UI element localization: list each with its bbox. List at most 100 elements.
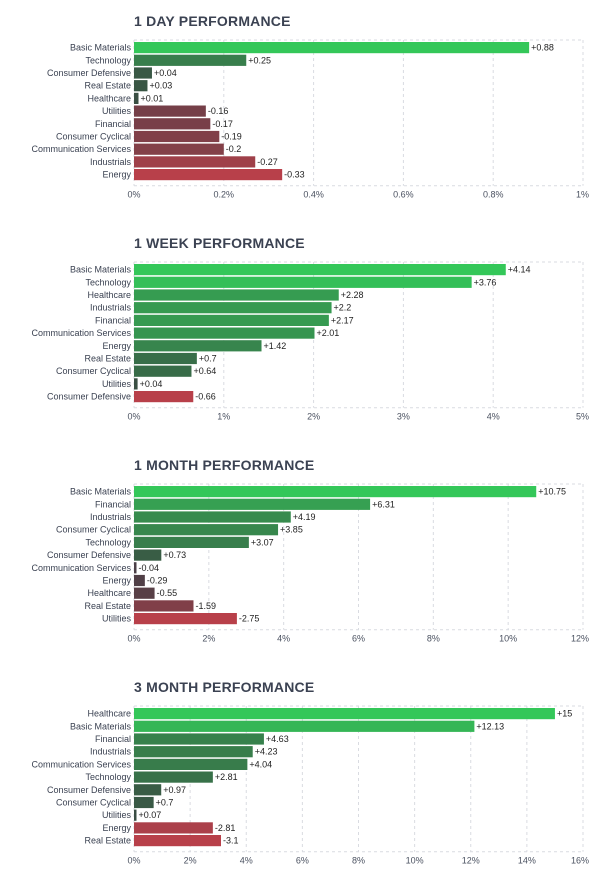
value-label: +0.7 [156, 798, 174, 808]
value-label: +12.13 [476, 721, 504, 731]
bar [134, 758, 248, 770]
value-label: +4.19 [293, 512, 316, 522]
bar [134, 809, 137, 821]
value-label: +2.81 [215, 772, 238, 782]
tick-label: 0.8% [483, 190, 504, 200]
bar [134, 289, 339, 301]
bar [134, 771, 213, 783]
tick-label: 2% [307, 412, 320, 422]
value-label: -3.1 [223, 836, 239, 846]
value-label: +0.03 [149, 81, 172, 91]
chart-panel-1-day: 1 DAY PERFORMANCE Basic Materials +0.88 Te… [0, 0, 603, 218]
bar [134, 143, 224, 155]
value-label: +0.25 [248, 55, 271, 65]
value-label: -0.19 [221, 132, 242, 142]
chart-panel-1-month: 1 MONTH PERFORMANCE Basic Materials +10.7… [0, 444, 603, 662]
bar [134, 562, 137, 574]
category-label: Consumer Defensive [47, 785, 131, 795]
value-label: +0.64 [193, 366, 216, 376]
category-label: Technology [85, 537, 131, 547]
tick-label: 4% [240, 856, 253, 866]
bar [134, 600, 194, 612]
value-label: +0.04 [154, 68, 177, 78]
category-label: Energy [102, 170, 131, 180]
category-label: Energy [102, 576, 131, 586]
bar [134, 391, 194, 403]
value-label: -0.55 [157, 588, 178, 598]
tick-label: 4% [277, 634, 290, 644]
bar [134, 613, 237, 625]
bar [134, 276, 472, 288]
category-label: Healthcare [87, 290, 131, 300]
bar [134, 314, 329, 326]
value-label: +4.63 [266, 734, 289, 744]
bar [134, 796, 154, 809]
category-label: Energy [102, 341, 131, 351]
value-label: -0.29 [147, 576, 168, 586]
category-label: Industrials [90, 157, 132, 167]
value-label: +0.01 [140, 93, 163, 103]
value-label: +6.31 [372, 499, 395, 509]
category-label: Consumer Defensive [47, 392, 131, 402]
bar [134, 587, 155, 599]
category-label: Financial [95, 315, 131, 325]
category-label: Consumer Cyclical [56, 132, 131, 142]
bar [134, 536, 249, 548]
value-label: +15 [557, 709, 572, 719]
bar-chart-1-month: Basic Materials +10.75 Financial +6.31 Indus… [31, 483, 589, 644]
value-label: -0.66 [195, 392, 216, 402]
category-label: Financial [95, 499, 131, 509]
bar-chart-1-week: Basic Materials +4.14 Technology +3.76 Healt… [31, 261, 589, 422]
bar [134, 105, 206, 117]
tick-label: 3% [397, 412, 410, 422]
category-label: Real Estate [84, 601, 131, 611]
bar [134, 118, 211, 130]
value-label: -1.59 [195, 601, 216, 611]
bar [134, 574, 145, 587]
category-label: Technology [85, 772, 131, 782]
bar [134, 54, 247, 66]
value-label: +10.75 [538, 487, 566, 497]
value-label: +0.88 [531, 43, 554, 53]
bar [134, 169, 283, 181]
category-label: Financial [95, 734, 131, 744]
category-label: Healthcare [87, 588, 131, 598]
value-label: +2.17 [331, 315, 354, 325]
bar [134, 67, 152, 79]
value-label: +4.04 [249, 759, 272, 769]
chart-panel-1-week: 1 WEEK PERFORMANCE Basic Materials +4.14 T… [0, 222, 603, 440]
category-label: Basic Materials [70, 721, 132, 731]
value-label: +0.04 [140, 379, 163, 389]
tick-label: 14% [518, 856, 536, 866]
tick-label: 0% [127, 190, 140, 200]
bar [134, 340, 262, 352]
category-label: Real Estate [84, 354, 131, 364]
bar [134, 720, 475, 732]
tick-label: 16% [571, 856, 589, 866]
bar [134, 746, 253, 758]
category-label: Basic Materials [70, 43, 132, 53]
bar [134, 302, 332, 314]
category-label: Consumer Defensive [47, 550, 131, 560]
value-label: +4.14 [508, 265, 531, 275]
tick-label: 10% [406, 856, 424, 866]
chart-title: 1 MONTH PERFORMANCE [134, 457, 315, 473]
category-label: Technology [85, 277, 131, 287]
bar [134, 130, 220, 143]
category-label: Industrials [90, 747, 132, 757]
category-label: Healthcare [87, 93, 131, 103]
bar [134, 264, 506, 276]
value-label: -0.2 [226, 144, 242, 154]
tick-label: 4% [487, 412, 500, 422]
tick-label: 0% [127, 412, 140, 422]
value-label: +2.01 [316, 328, 339, 338]
value-label: -0.04 [139, 563, 160, 573]
tick-label: 12% [571, 634, 589, 644]
category-label: Industrials [90, 512, 132, 522]
bar [134, 365, 192, 377]
value-label: +0.97 [163, 785, 186, 795]
chart-title: 3 MONTH PERFORMANCE [134, 679, 315, 695]
category-label: Utilities [102, 810, 132, 820]
bar [134, 156, 256, 168]
category-label: Real Estate [84, 836, 131, 846]
